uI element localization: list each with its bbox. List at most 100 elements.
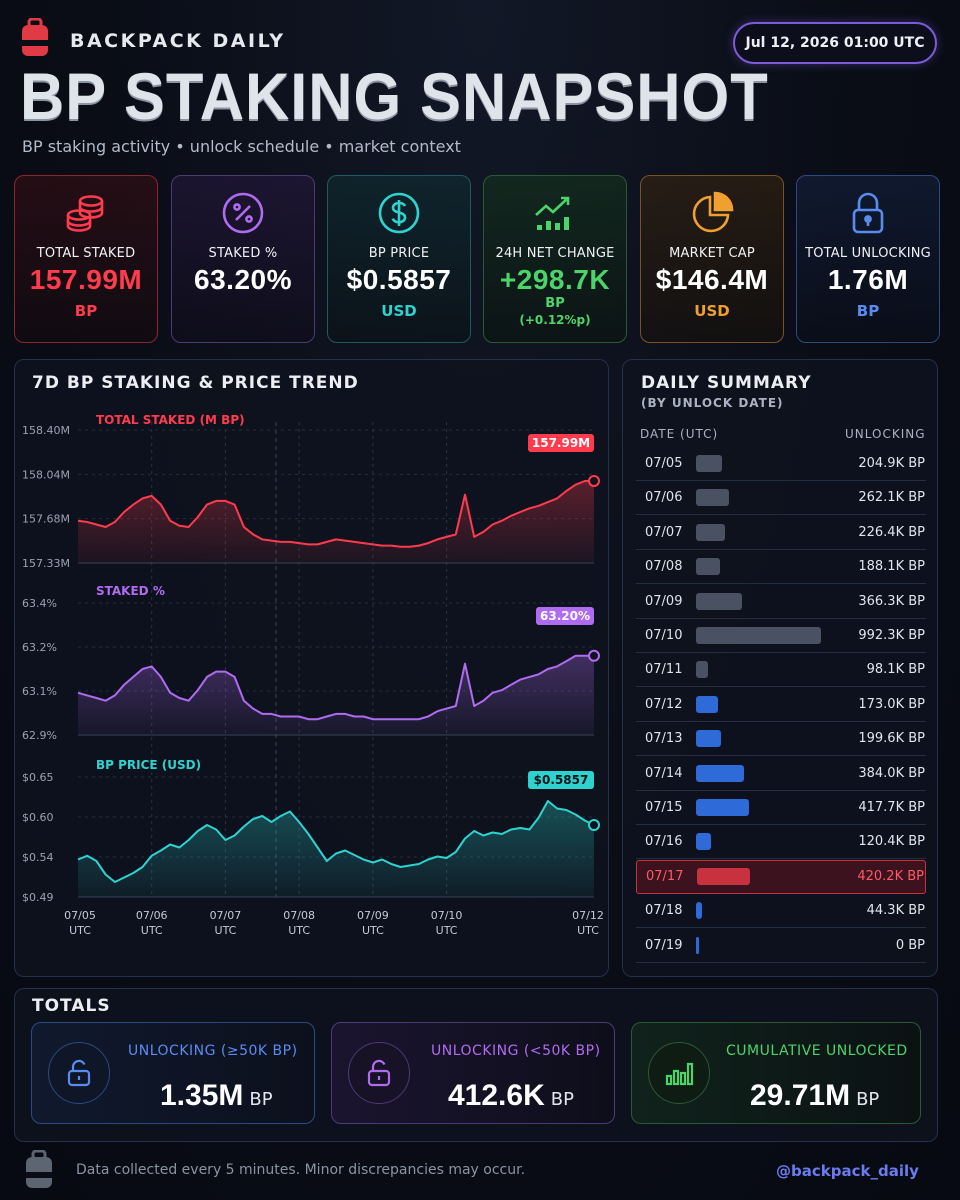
kpi-label: STAKED % [208,246,278,261]
totals-card-number: 1.35M [160,1079,244,1112]
row-bar-track [696,455,836,472]
daily-summary-row: 07/06 262.1K BP [636,481,926,516]
daily-summary-row: 07/07 226.4K BP [636,516,926,550]
kpi-label: TOTAL STAKED [36,246,136,261]
totals-card-unit: BP [550,1089,574,1110]
last-value-badge [536,607,594,625]
footer-note: Data collected every 5 minutes. Minor di… [76,1162,526,1178]
row-unlock-bar [696,523,725,541]
totals-title: TOTALS [32,996,111,1016]
daily-summary-row: 07/19 0 BP [636,929,926,963]
row-value: 226.4K BP [858,524,925,540]
row-date: 07/07 [645,524,683,540]
row-unlock-bar [696,902,702,920]
row-bar-track [696,936,836,954]
y-tick-label: $0.60 [22,811,54,824]
series-area [78,655,594,735]
unlock-icon [48,1042,110,1104]
y-tick-label: 158.40M [22,424,70,437]
daily-summary-title: DAILY SUMMARY [641,373,812,393]
row-bar-track [696,902,836,920]
daily-summary-row: 07/17 420.2K BP [636,859,926,894]
row-unlock-bar [696,764,745,782]
x-tick-sublabel: UTC [362,924,384,937]
totals-card-unlocking-small: UNLOCKING (<50K BP) 412.6K BP [331,1022,615,1124]
row-date: 07/08 [645,559,683,575]
row-unlock-bar [697,868,750,886]
row-value: 420.2K BP [857,869,924,885]
totals-card-label: CUMULATIVE UNLOCKED [726,1043,908,1059]
row-date: 07/05 [645,456,683,471]
kpi-value: $0.5857 [346,264,452,295]
row-value: 992.3K BP [858,628,925,643]
row-bar-track [696,489,836,507]
row-date: 07/15 [645,800,683,815]
brand-name: BACKPACK DAILY [70,30,286,52]
totals-card-unlocking-large: UNLOCKING (≥50K BP) 1.35M BP [31,1022,315,1124]
daily-summary-row: 07/18 44.3K BP [636,894,926,929]
last-point-marker [588,649,600,662]
last-point-marker [588,474,600,487]
kpi-value: +298.7K [499,264,611,295]
daily-summary-row: 07/16 120.4K BP [636,825,926,860]
row-date: 07/19 [645,937,683,953]
totals-card-cumulative-unlocked: CUMULATIVE UNLOCKED 29.71M BP [631,1022,921,1124]
totals-card-value: 412.6K BP [448,1079,574,1113]
kpi-value: 157.99M [29,264,143,295]
row-value: 188.1K BP [858,559,925,575]
x-tick-label: 07/07 [210,909,242,922]
y-tick-label: 157.33M [22,557,70,570]
kpi-value: $146.4M [655,264,769,295]
dollar-circle-icon [375,190,423,236]
kpi-market-cap: MARKET CAP $146.4M USD [640,175,784,343]
row-date: 07/14 [645,765,683,781]
series-line [77,480,594,548]
row-bar-track [696,523,836,541]
row-unlock-bar [696,799,749,816]
totals-card-label: UNLOCKING (<50K BP) [431,1043,601,1059]
last-value-label: 157.99M [532,436,590,450]
trend-up-icon [531,190,579,236]
x-tick-sublabel: UTC [69,924,91,937]
backpack-logo-icon [26,1150,52,1188]
kpi-total-staked: TOTAL STAKED 157.99M BP [14,175,158,343]
y-tick-label: 63.2% [22,641,57,654]
kpi-total-unlocking: TOTAL UNLOCKING 1.76M BP [796,175,940,343]
y-tick-label: 157.68M [22,513,70,526]
row-date: 07/16 [645,834,683,850]
row-date: 07/17 [646,869,684,885]
daily-summary-row: 07/10 992.3K BP [636,619,926,653]
x-tick-sublabel: UTC [215,924,237,937]
last-point-marker [588,819,600,831]
row-date: 07/18 [645,903,683,919]
daily-summary-row: 07/08 188.1K BP [636,550,926,585]
row-date: 07/10 [645,628,683,643]
row-bar-track [696,764,836,782]
y-tick-label: 63.1% [22,685,57,698]
x-tick-label: 07/05 [64,909,96,922]
totals-card-label: UNLOCKING (≥50K BP) [128,1043,298,1059]
totals-card-value: 29.71M BP [750,1079,879,1113]
daily-summary-row: 07/09 366.3K BP [636,585,926,619]
row-unlock-bar [696,489,730,507]
kpi-unit: USD [694,302,730,320]
kpi-label: 24H NET CHANGE [495,246,615,261]
social-handle-link[interactable]: @backpack_daily [776,1162,919,1180]
row-bar-track [696,661,836,679]
y-tick-label: 158.04M [22,468,70,481]
row-value: 204.9K BP [858,456,925,471]
daily-summary-subtitle: (BY UNLOCK DATE) [641,396,784,410]
kpi-label: MARKET CAP [669,246,755,261]
row-unlock-bar [696,592,743,610]
row-value: 262.1K BP [858,490,925,506]
pie-chart-icon [688,190,736,236]
x-tick-label: 07/12 [572,909,604,922]
x-tick-label: 07/09 [357,909,389,922]
daily-summary-col-unlocking: UNLOCKING [845,427,926,441]
trend-panel-title: 7D BP STAKING & PRICE TREND [32,373,359,393]
x-tick-sublabel: UTC [141,924,163,937]
last-value-label: 63.20% [540,609,590,623]
percent-circle-icon [219,190,267,236]
row-unlock-bar [696,730,722,748]
y-tick-label: 63.4% [22,597,57,610]
